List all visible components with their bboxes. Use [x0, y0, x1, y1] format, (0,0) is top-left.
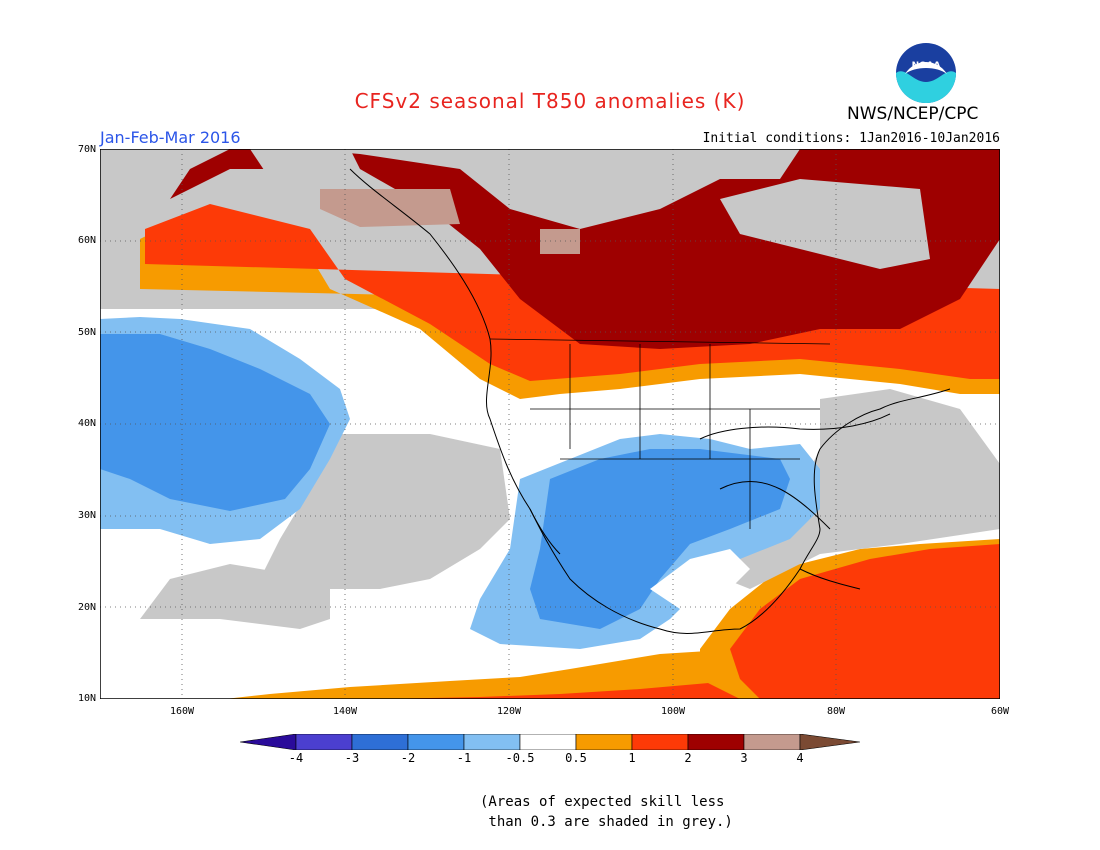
colorbar-tick: -0.5	[505, 751, 535, 765]
season-label: Jan-Feb-Mar 2016	[100, 128, 241, 147]
colorbar-tick: -1	[456, 751, 472, 765]
colorbar-swatch	[743, 733, 801, 751]
colorbar-swatch	[407, 733, 465, 751]
skill-note-line-1: (Areas of expected skill less	[480, 794, 725, 810]
north-warm-pink-2	[540, 229, 580, 254]
pacific-cold-mid	[100, 334, 330, 511]
colorbar-tick: -3	[344, 751, 360, 765]
graticule	[100, 149, 1000, 699]
colorbar-tick: 3	[740, 751, 748, 765]
lat-label: 10N	[77, 693, 96, 704]
lon-label: 140W	[332, 706, 358, 717]
lon-label: 160W	[169, 706, 195, 717]
colorbar-swatch	[687, 733, 745, 751]
skill-note: (Areas of expected skill less than 0.3 a…	[480, 792, 733, 832]
colorbar-swatch	[463, 733, 521, 751]
pacific-grey-mid	[260, 434, 510, 589]
colorbar-swatch	[575, 733, 633, 751]
chart-title: CFSv2 seasonal T850 anomalies (K)	[354, 89, 746, 113]
colorbar-swatch	[519, 733, 577, 751]
colorbar-swatch	[631, 733, 689, 751]
lon-label: 60W	[990, 706, 1010, 717]
east-grey	[725, 389, 1000, 589]
lat-label: 70N	[77, 144, 96, 155]
colorbar-tick: 0.5	[565, 751, 587, 765]
skill-note-line-2: than 0.3 are shaded in grey.)	[480, 814, 733, 830]
lat-label: 30N	[77, 510, 96, 521]
lon-label: 100W	[660, 706, 686, 717]
colorbar-tick: 2	[684, 751, 692, 765]
north-grey-1	[720, 179, 930, 269]
north-warm-pink	[320, 189, 460, 227]
colorbar	[239, 733, 861, 754]
lat-label: 60N	[77, 235, 96, 246]
gulf-white	[650, 549, 750, 609]
noaa-logo: NOAA	[895, 42, 957, 104]
anomaly-map	[99, 148, 1001, 703]
lat-label: 20N	[77, 602, 96, 613]
lon-label: 80W	[826, 706, 846, 717]
colorbar-tick: 4	[796, 751, 804, 765]
logo-text: NOAA	[912, 61, 941, 71]
coastlines	[349, 168, 951, 634]
pacific-grey-hawaii	[140, 564, 330, 629]
initial-conditions-label: Initial conditions: 1Jan2016-10Jan2016	[702, 131, 1000, 146]
political-borders	[489, 338, 831, 529]
colorbar-tick: 1	[628, 751, 636, 765]
na-cold-mid	[530, 449, 790, 629]
agency-label: NWS/NCEP/CPC	[847, 104, 979, 124]
lon-label: 120W	[496, 706, 522, 717]
colorbar-swatch	[351, 733, 409, 751]
north-grey-2	[250, 149, 360, 179]
lat-label: 50N	[77, 327, 96, 338]
colorbar-swatch	[239, 733, 297, 751]
colorbar-swatch	[295, 733, 353, 751]
colorbar-swatch	[799, 733, 861, 751]
lat-label: 40N	[77, 418, 96, 429]
colorbar-tick: -4	[288, 751, 304, 765]
colorbar-tick: -2	[400, 751, 416, 765]
atlantic-warm-red	[730, 544, 1000, 699]
